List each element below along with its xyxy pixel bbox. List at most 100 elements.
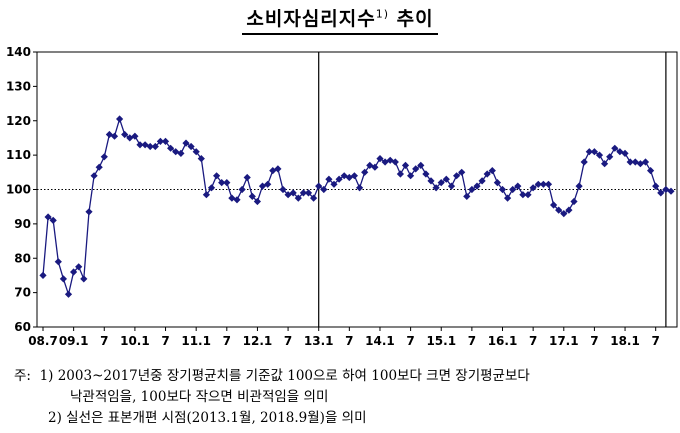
data-point — [80, 275, 88, 283]
data-point — [391, 158, 399, 166]
x-tick-label: 14.1 — [365, 334, 395, 348]
data-point — [641, 158, 650, 166]
data-point — [371, 163, 379, 171]
data-point — [345, 173, 353, 182]
x-tick-label: 7 — [468, 334, 476, 348]
data-point — [177, 149, 185, 157]
data-point — [315, 182, 323, 190]
data-point — [560, 210, 568, 218]
data-point — [555, 206, 563, 214]
data-point — [498, 185, 507, 194]
data-point — [529, 184, 537, 192]
data-point — [274, 165, 282, 173]
data-point — [407, 172, 415, 180]
data-point — [417, 161, 425, 169]
footnote-2-number: 2) — [48, 410, 62, 426]
data-point — [667, 187, 675, 195]
data-point — [253, 197, 261, 206]
data-point — [44, 213, 52, 221]
data-point — [611, 144, 619, 152]
data-point — [361, 168, 369, 176]
data-point — [233, 196, 241, 204]
footnote-2: 2) 실선은 표본개편 시점(2013.1월, 2018.9월)을 의미 — [14, 408, 674, 429]
footnote-1-text-line2: 낙관적임을, 100보다 작으면 비관적임을 의미 — [70, 389, 329, 405]
data-point — [657, 189, 665, 197]
data-point — [100, 153, 108, 161]
footnote-1-text: 2003~2017년중 장기평균치를 기준값 100으로 하여 100보다 크면… — [57, 368, 530, 384]
chart-title-footnote-mark: 1) — [375, 7, 390, 21]
x-tick-label: 7 — [100, 334, 108, 348]
y-tick-label: 60 — [14, 320, 31, 334]
x-tick-label: 7 — [284, 334, 292, 348]
data-point — [182, 139, 190, 147]
data-point — [580, 158, 588, 166]
chart-title-text: 소비자심리지수 — [246, 8, 376, 30]
data-point — [468, 185, 476, 194]
y-tick-label: 90 — [14, 217, 31, 231]
data-point — [601, 160, 609, 168]
x-tick-label: 12.1 — [243, 334, 273, 348]
footnote-2-text: 실선은 표본개편 시점(2013.1월, 2018.9월)을 의미 — [66, 410, 367, 426]
data-point — [264, 180, 272, 188]
x-tick-label: 11.1 — [181, 334, 211, 348]
data-point — [146, 142, 154, 151]
data-point — [595, 151, 604, 159]
footnotes: 주: 1) 2003~2017년중 장기평균치를 기준값 100으로 하여 10… — [14, 366, 674, 429]
data-point — [59, 275, 67, 283]
data-point — [192, 148, 200, 156]
data-point — [453, 172, 461, 180]
data-point — [412, 165, 420, 173]
data-point — [631, 158, 639, 166]
y-tick-label: 110 — [6, 148, 31, 162]
data-point — [320, 185, 328, 194]
data-point — [95, 163, 103, 171]
y-tick-label: 130 — [6, 79, 31, 93]
data-point — [432, 184, 440, 192]
data-point — [49, 216, 57, 224]
data-point — [488, 167, 496, 175]
y-tick-label: 70 — [14, 286, 31, 300]
data-point — [223, 179, 231, 187]
data-point — [90, 172, 98, 180]
data-point — [544, 180, 553, 188]
x-tick-label: 7 — [590, 334, 598, 348]
footnote-1: 주: 1) 2003~2017년중 장기평균치를 기준값 100으로 하여 10… — [14, 366, 674, 387]
data-point — [70, 268, 78, 276]
data-point — [509, 185, 517, 194]
footnote-1-continued: 낙관적임을, 100보다 작으면 비관적임을 의미 — [14, 387, 674, 408]
x-tick-label: 7 — [223, 334, 231, 348]
data-point — [269, 167, 277, 175]
data-point — [136, 141, 144, 149]
data-point — [289, 189, 297, 197]
data-point — [427, 177, 435, 185]
data-point — [621, 149, 629, 157]
data-point — [514, 182, 522, 190]
data-point — [64, 290, 73, 298]
y-tick-label: 140 — [6, 45, 31, 59]
data-point — [202, 191, 210, 199]
data-point — [652, 182, 660, 190]
data-point — [284, 191, 292, 199]
data-point — [447, 182, 456, 190]
data-point — [626, 158, 634, 166]
data-point — [606, 153, 614, 161]
x-tick-label: 08.7 — [28, 334, 58, 348]
data-point — [422, 170, 430, 178]
x-tick-label: 7 — [529, 334, 537, 348]
data-point — [238, 185, 246, 194]
data-point — [335, 175, 343, 183]
data-point — [116, 115, 124, 123]
x-tick-label: 17.1 — [549, 334, 579, 348]
data-point — [310, 194, 318, 202]
chart-title-suffix: 추이 — [389, 8, 434, 30]
data-point — [156, 137, 164, 145]
data-point — [304, 189, 313, 197]
data-point — [442, 175, 450, 183]
x-tick-label: 10.1 — [120, 334, 150, 348]
data-point — [570, 197, 578, 206]
data-point — [401, 161, 410, 169]
data-point — [213, 172, 221, 180]
footnote-prefix: 주: — [14, 368, 31, 384]
data-point — [534, 180, 542, 188]
data-point — [151, 142, 159, 151]
